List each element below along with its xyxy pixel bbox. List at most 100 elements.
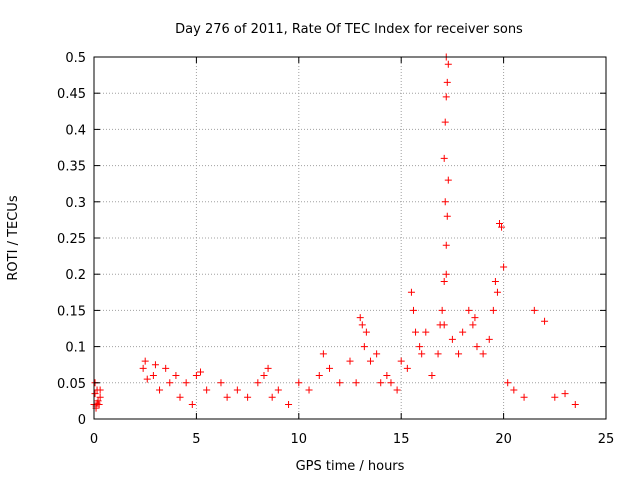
data-point: [491, 277, 499, 285]
data-point: [418, 350, 426, 358]
data-point: [358, 321, 366, 329]
data-point: [387, 379, 395, 387]
data-point: [360, 343, 368, 351]
axis-ticks: [93, 56, 607, 420]
y-tick-label: 0.1: [65, 341, 86, 356]
data-point: [223, 393, 231, 401]
x-tick-label: 10: [291, 432, 308, 447]
data-point: [393, 386, 401, 394]
data-point: [326, 364, 334, 372]
data-point: [377, 379, 385, 387]
data-point: [500, 263, 508, 271]
y-tick-label: 0.5: [65, 51, 86, 66]
x-tick-label: 0: [90, 432, 98, 447]
data-point: [571, 401, 579, 409]
y-tick-label: 0.3: [65, 196, 86, 211]
data-point: [182, 379, 190, 387]
data-point: [541, 317, 549, 325]
data-point: [442, 270, 450, 278]
y-tick-label: 0.25: [57, 232, 86, 247]
data-point: [285, 401, 293, 409]
data-point: [444, 60, 452, 68]
y-tick-label: 0.15: [57, 304, 86, 319]
data-point: [93, 399, 101, 407]
data-point: [403, 364, 411, 372]
data-point: [305, 386, 313, 394]
data-point: [465, 306, 473, 314]
data-point: [473, 343, 481, 351]
data-point: [319, 350, 327, 358]
data-point: [362, 328, 370, 336]
data-point: [260, 372, 268, 380]
data-point: [176, 393, 184, 401]
data-point: [315, 372, 323, 380]
data-point: [440, 321, 448, 329]
x-tick-label: 5: [192, 432, 200, 447]
data-point: [336, 379, 344, 387]
data-point: [162, 364, 170, 372]
data-point: [443, 78, 451, 86]
data-point: [442, 93, 450, 101]
data-point: [254, 379, 262, 387]
data-point: [366, 357, 374, 365]
data-point: [496, 220, 504, 228]
data-point: [479, 350, 487, 358]
data-point: [510, 386, 518, 394]
data-point: [356, 314, 364, 322]
data-point: [455, 350, 463, 358]
data-point: [295, 379, 303, 387]
data-point: [485, 335, 493, 343]
data-point: [443, 212, 451, 220]
data-point: [188, 401, 196, 409]
data-point: [196, 368, 204, 376]
data-point: [383, 372, 391, 380]
chart-title: Day 276 of 2011, Rate Of TEC Index for r…: [175, 22, 523, 37]
data-point: [489, 306, 497, 314]
data-point: [373, 350, 381, 358]
grid: [94, 57, 606, 419]
data-point: [96, 393, 104, 401]
data-point: [166, 379, 174, 387]
data-point: [561, 390, 569, 398]
data-point: [139, 364, 147, 372]
data-point: [192, 372, 200, 380]
data-point: [143, 375, 151, 383]
data-point: [233, 386, 241, 394]
data-point: [141, 357, 149, 365]
y-tick-label: 0.35: [57, 160, 86, 175]
data-point: [520, 393, 528, 401]
data-point: [530, 306, 538, 314]
x-tick-label: 20: [495, 432, 512, 447]
data-points: [90, 53, 579, 412]
data-point: [504, 379, 512, 387]
tick-labels: 0 5 10 15 20 25 0 0.05 0.1 0.15 0.2 0.25 0.3 0.35 0.4 0…: [57, 51, 614, 447]
x-tick-label: 25: [598, 432, 615, 447]
data-point: [551, 393, 559, 401]
data-point: [352, 379, 360, 387]
data-point: [346, 357, 354, 365]
data-point: [442, 241, 450, 249]
data-point: [203, 386, 211, 394]
data-point: [440, 154, 448, 162]
data-point: [448, 335, 456, 343]
y-tick-label: 0.4: [65, 123, 86, 138]
data-point: [96, 386, 104, 394]
y-tick-label: 0.05: [57, 377, 86, 392]
data-point: [498, 223, 506, 231]
data-point: [244, 393, 252, 401]
data-point: [407, 288, 415, 296]
data-point: [412, 328, 420, 336]
data-point: [444, 176, 452, 184]
data-point: [409, 306, 417, 314]
data-point: [438, 306, 446, 314]
y-tick-label: 0.2: [65, 268, 86, 283]
y-axis-label: ROTI / TECUs: [6, 195, 21, 280]
data-point: [264, 364, 272, 372]
y-tick-label: 0: [78, 413, 86, 428]
data-point: [440, 277, 448, 285]
data-point: [149, 372, 157, 380]
data-point: [422, 328, 430, 336]
data-point: [441, 118, 449, 126]
